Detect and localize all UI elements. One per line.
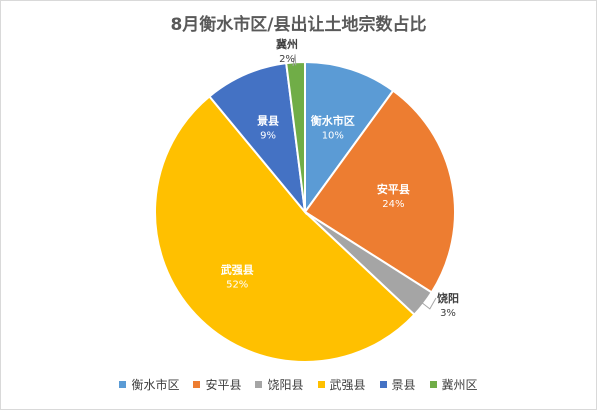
- legend-swatch: [379, 381, 387, 388]
- legend: 衡水市区 安平县 饶阳县 武强县 景县 冀州区: [0, 376, 597, 393]
- slice-percent-label: 9%: [260, 131, 276, 142]
- slice-label: 饶阳: [437, 291, 459, 305]
- slice-label: 景县: [256, 115, 279, 128]
- legend-item: 冀州区: [429, 376, 478, 393]
- slice-percent-label: 3%: [440, 308, 456, 319]
- legend-label: 安平县: [205, 378, 242, 392]
- legend-label: 冀州区: [441, 378, 478, 392]
- legend-item: 衡水市区: [119, 376, 179, 393]
- chart-title: 8月衡水市区/县出让土地宗数占比: [170, 15, 427, 35]
- legend-item: 安平县: [193, 376, 241, 393]
- legend-label: 景县: [391, 378, 416, 392]
- legend-swatch: [193, 381, 201, 388]
- leader-line: [292, 54, 297, 67]
- slice-percent-label: 10%: [322, 130, 344, 141]
- slice-percent-label: 24%: [382, 199, 404, 210]
- legend-swatch: [317, 381, 325, 388]
- legend-item: 武强县: [317, 376, 366, 393]
- legend-label: 饶阳县: [267, 378, 304, 392]
- leader-line: [420, 297, 437, 310]
- pie-slice: [154, 95, 416, 363]
- pie-slice: [304, 60, 395, 216]
- slice-label: 安平县: [377, 182, 410, 196]
- slice-label: 衡水市区: [311, 113, 355, 127]
- legend-label: 衡水市区: [131, 378, 180, 392]
- slice-label: 冀州: [276, 37, 298, 51]
- pie-slice: [303, 89, 456, 294]
- pie-slice: [207, 62, 307, 216]
- slice-percent-label: 2%: [279, 54, 295, 65]
- slice-label: 武强县: [221, 263, 254, 277]
- legend-label: 武强县: [329, 378, 366, 392]
- legend-swatch: [255, 381, 263, 388]
- slice-percent-label: 52%: [226, 280, 248, 291]
- legend-swatch: [429, 381, 437, 388]
- legend-swatch: [119, 381, 127, 388]
- legend-item: 景县: [379, 376, 416, 393]
- legend-item: 饶阳县: [255, 376, 304, 393]
